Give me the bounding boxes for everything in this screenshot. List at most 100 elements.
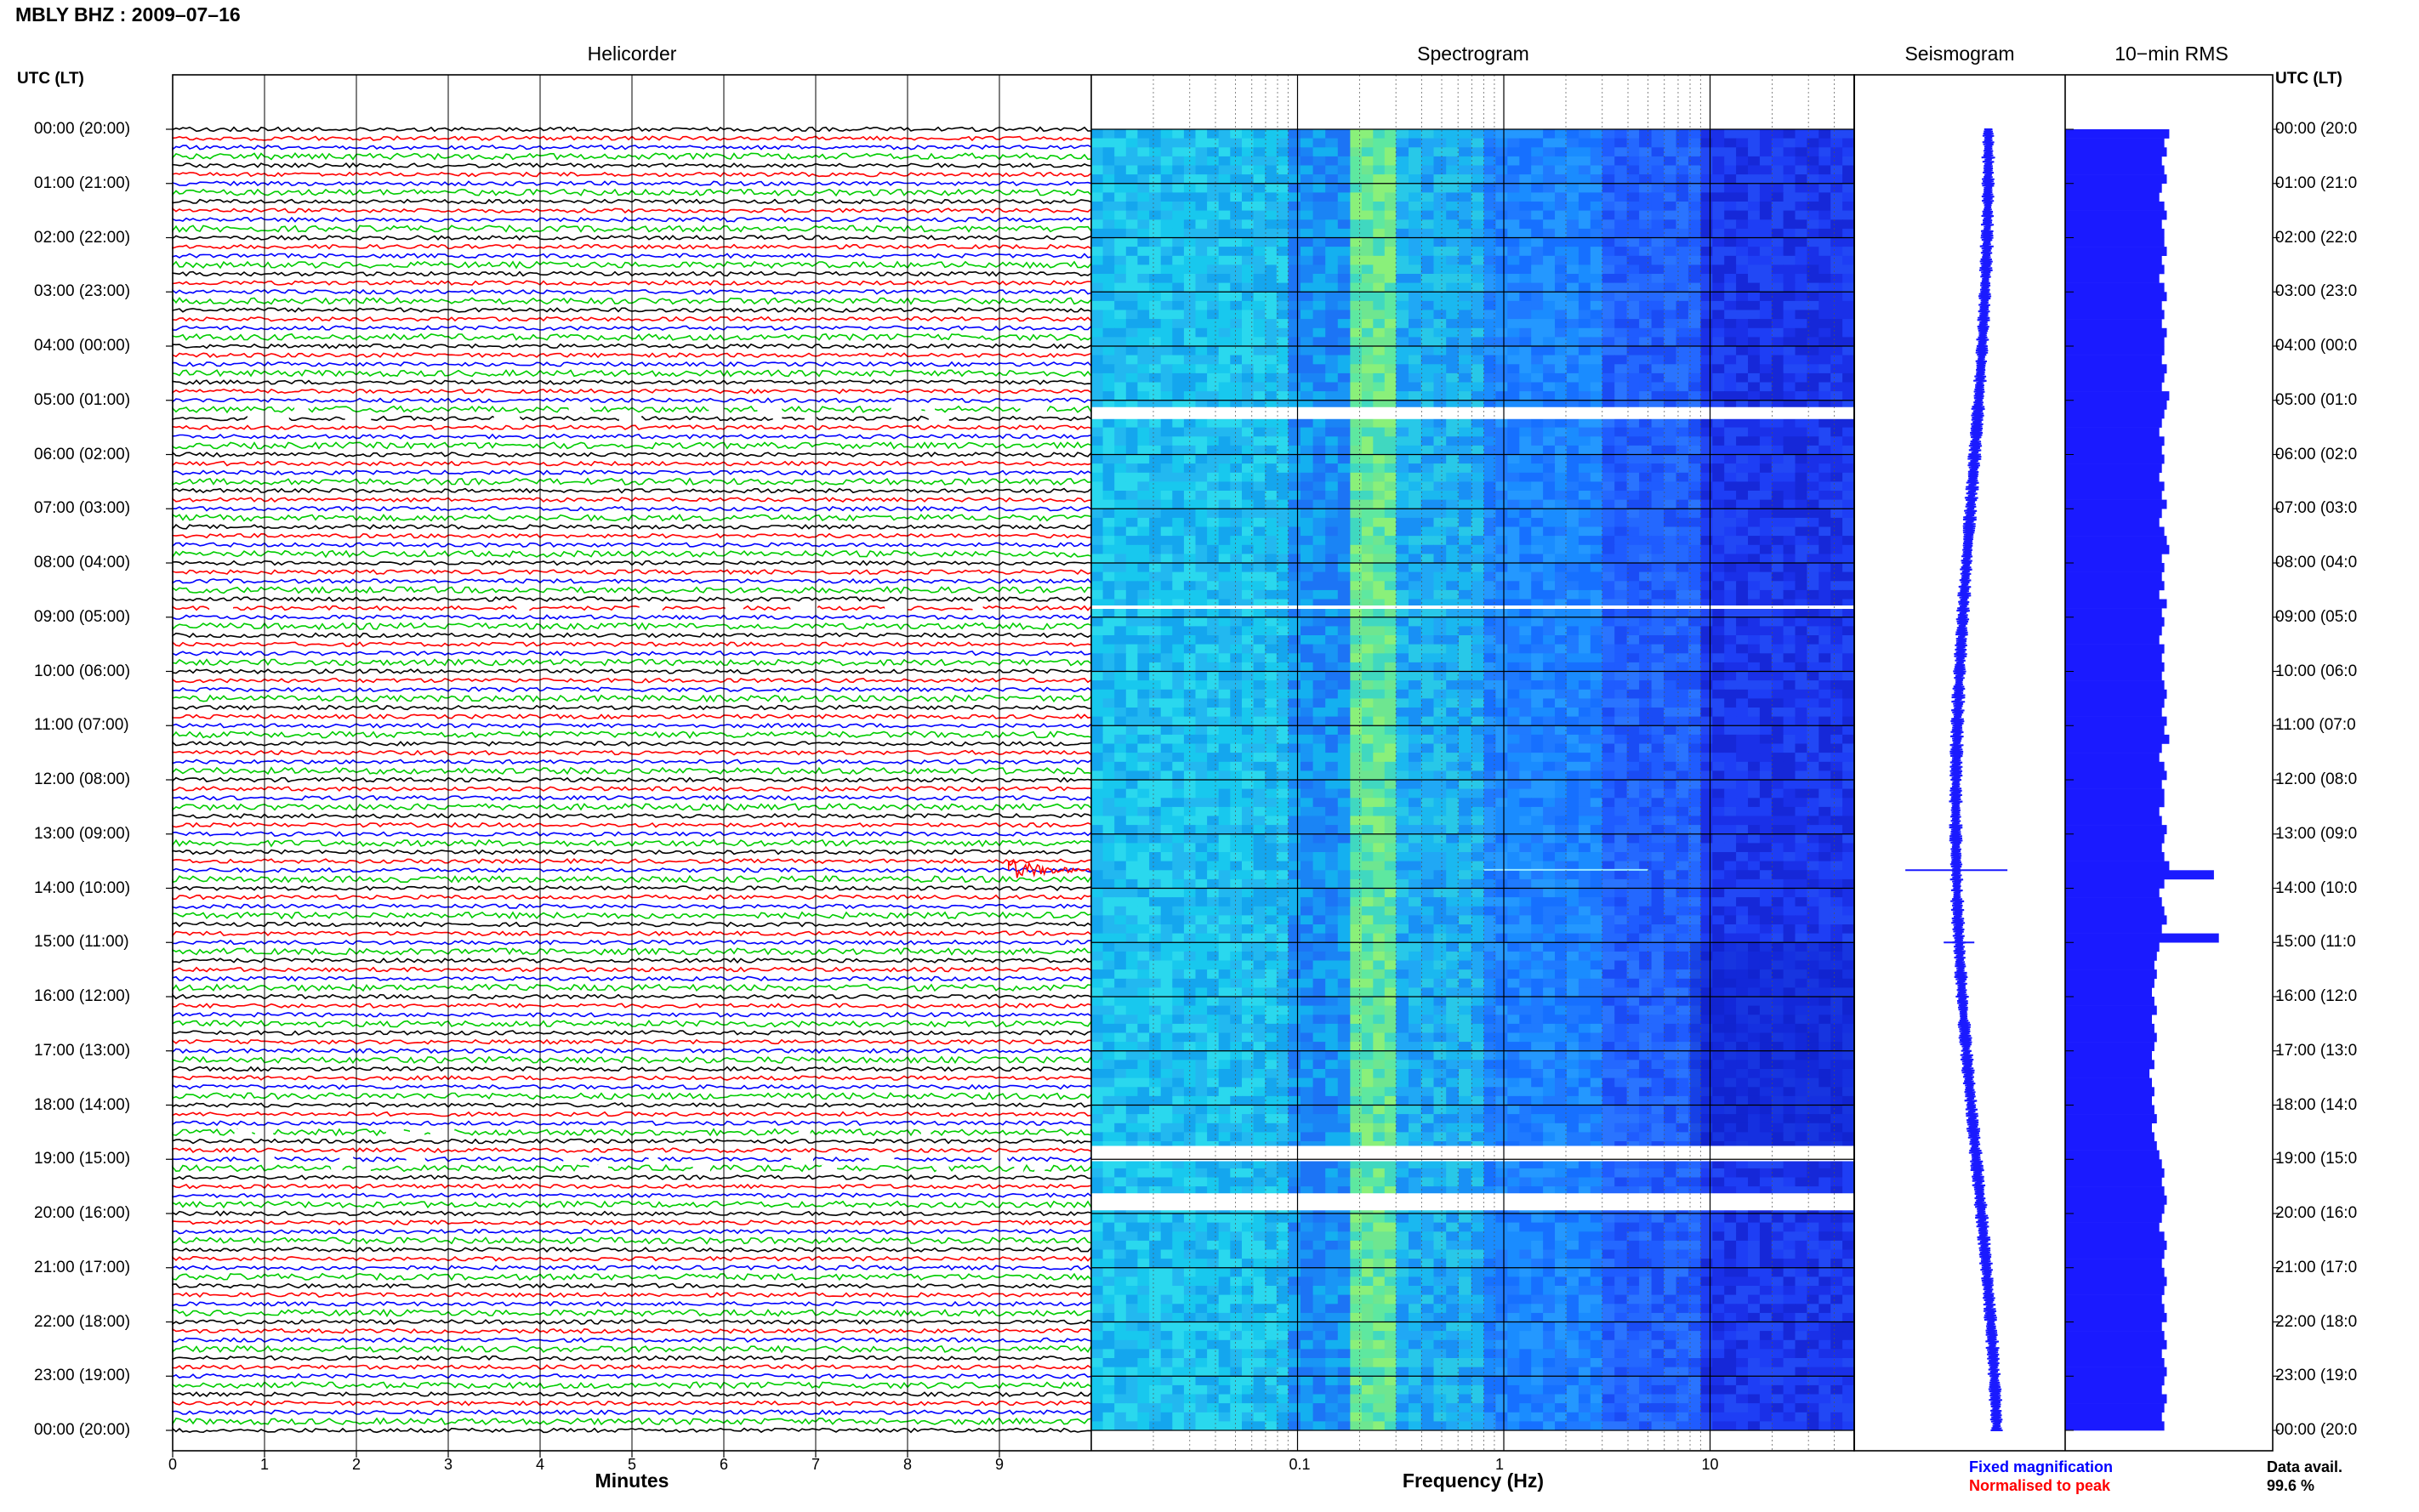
spectrogram-cell (1114, 355, 1127, 365)
spectrogram-cell (1350, 662, 1363, 672)
spectrogram-cell (1373, 987, 1386, 998)
spectrogram-cell (1125, 753, 1138, 763)
spectrogram-cell (1396, 372, 1409, 383)
spectrogram-cell (1373, 1240, 1386, 1250)
spectrogram-cell (1172, 327, 1185, 338)
spectrogram-cell (1091, 1123, 1104, 1133)
spectrogram-cell (1420, 698, 1435, 708)
spectrogram-cell (1301, 509, 1314, 519)
spectrogram-cell (1172, 933, 1185, 943)
spectrogram-cell (1384, 987, 1397, 998)
spectrogram-cell (1519, 202, 1532, 211)
spectrogram-cell (1446, 337, 1460, 347)
spectrogram-cell (1183, 833, 1197, 844)
spectrogram-cell (1396, 1077, 1409, 1088)
spectrogram-cell (1301, 526, 1314, 537)
spectrogram-cell (1265, 1312, 1278, 1322)
spectrogram-cell (1433, 1087, 1447, 1097)
spectrogram-cell (1288, 472, 1301, 482)
spectrogram-cell (1361, 1168, 1374, 1178)
spectrogram-cell (1446, 987, 1460, 998)
spectrogram-cell (1218, 1114, 1231, 1124)
spectrogram-cell (1091, 463, 1104, 474)
spectrogram-cell (1420, 1032, 1435, 1043)
spectrogram-cell (1288, 997, 1301, 1006)
spectrogram-cell (1091, 563, 1104, 572)
time-label-left: 00:00 (20:00) (34, 120, 131, 138)
spectrogram-cell (1125, 499, 1138, 509)
spectrogram-cell (1288, 355, 1301, 365)
spectrogram-cell (1312, 689, 1326, 699)
spectrogram-cell (1396, 517, 1409, 527)
spectrogram-cell (1091, 635, 1104, 645)
spectrogram-cell (1337, 183, 1351, 193)
spectrogram-cell (1433, 202, 1447, 211)
spectrogram-cell (1288, 563, 1301, 572)
spectrogram-cell (1114, 183, 1127, 193)
spectrogram-cell (1396, 310, 1409, 320)
spectrogram-cell (1172, 1050, 1185, 1060)
spectrogram-cell (1276, 933, 1289, 943)
spectrogram-cell (1409, 436, 1422, 446)
spectrogram-cell (1125, 608, 1138, 618)
spectrogram-cell (1102, 1132, 1115, 1142)
spectrogram-cell (1207, 635, 1220, 645)
spectrogram-cell (1590, 156, 1603, 166)
spectrogram-cell (1325, 617, 1339, 627)
spectrogram-cell (1195, 608, 1208, 618)
spectrogram-cell (1409, 1240, 1422, 1250)
spectrogram-cell (1519, 129, 1532, 139)
spectrogram-cell (1207, 147, 1220, 157)
spectrogram-cell (1433, 806, 1447, 816)
spectrogram-cell (1218, 951, 1231, 961)
spectrogram-cell (1384, 608, 1397, 618)
spectrogram-cell (1301, 888, 1314, 898)
spectrogram-cell (1420, 770, 1435, 781)
spectrogram-cell (1242, 1349, 1255, 1359)
spectrogram-cell (1242, 319, 1255, 329)
spectrogram-cell (1433, 1222, 1447, 1232)
spectrogram-cell (1350, 635, 1363, 645)
spectrogram-cell (1446, 1005, 1460, 1015)
spectrogram-cell (1288, 1331, 1301, 1341)
spectrogram-cell (1160, 436, 1173, 446)
spectrogram-cell (1396, 499, 1409, 509)
spectrogram-cell (1409, 274, 1422, 283)
spectrogram-cell (1433, 509, 1447, 519)
spectrogram-cell (1276, 445, 1289, 455)
spectrogram-cell (1483, 165, 1496, 175)
spectrogram-cell (1325, 310, 1339, 320)
spectrogram-cell (1325, 671, 1339, 681)
spectrogram-cell (1160, 1015, 1173, 1025)
spectrogram-cell (1242, 1222, 1255, 1232)
spectrogram-cell (1325, 427, 1339, 437)
spectrogram-cell (1114, 734, 1127, 744)
spectrogram-cell (1114, 1159, 1127, 1169)
spectrogram-cell (1555, 282, 1568, 293)
spectrogram-cell (1337, 1050, 1351, 1060)
spectrogram-cell (1218, 1032, 1231, 1043)
spectrogram-cell (1218, 1087, 1231, 1097)
spectrogram-cell (1230, 1015, 1243, 1025)
spectrogram-cell (1265, 300, 1278, 310)
spectrogram-cell (1373, 933, 1386, 943)
spectrogram-cell (1373, 1114, 1386, 1124)
spectrogram-cell (1137, 1023, 1150, 1033)
spectrogram-cell (1312, 969, 1326, 980)
spectrogram-cell (1114, 1267, 1127, 1277)
spectrogram-cell (1384, 319, 1397, 329)
spectrogram-cell (1396, 1394, 1409, 1404)
spectrogram-cell (1384, 617, 1397, 627)
spectrogram-cell (1288, 1286, 1301, 1295)
spectrogram-cell (1149, 708, 1162, 717)
spectrogram-cell (1195, 156, 1208, 166)
spectrogram-cell (1446, 1123, 1460, 1133)
spectrogram-cell (1459, 382, 1472, 392)
spectrogram-cell (1337, 1087, 1351, 1097)
spectrogram-cell (1350, 400, 1363, 410)
spectrogram-cell (1242, 1276, 1255, 1287)
spectrogram-cell (1337, 825, 1351, 835)
spectrogram-cell (1325, 581, 1339, 591)
spectrogram-cell (1265, 202, 1278, 211)
spectrogram-cell (1590, 247, 1603, 257)
